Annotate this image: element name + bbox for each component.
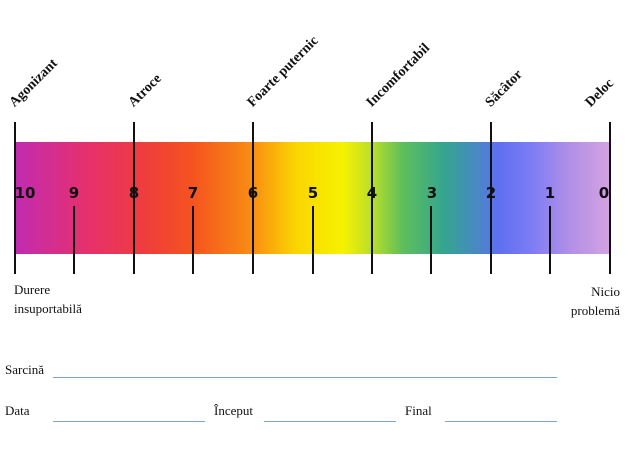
tick-2 [490, 122, 492, 274]
label-agonizing: Agonizant [6, 56, 61, 111]
label-uncomfortable: Incomfortabil [363, 40, 434, 111]
scale-number: 1 [544, 184, 556, 202]
end-field[interactable] [445, 421, 557, 422]
tick-3 [430, 206, 432, 274]
end-label: Final [405, 403, 432, 418]
tick-6 [252, 122, 254, 274]
date-label: Data [5, 403, 30, 418]
right-end-line-1: Nicio [591, 284, 620, 299]
left-end-line-2: insuportabilă [14, 301, 82, 316]
scale-number: 10 [14, 184, 36, 202]
scale-number: 2 [485, 184, 497, 202]
tick-7 [192, 206, 194, 274]
task-field[interactable] [53, 377, 557, 378]
label-atrocious: Atroce [125, 71, 165, 111]
scale-number: 6 [247, 184, 259, 202]
task-label: Sarcină [5, 362, 44, 377]
date-field[interactable] [53, 421, 205, 422]
tick-9 [73, 206, 75, 274]
start-label: Început [214, 403, 253, 418]
scale-number: 4 [366, 184, 378, 202]
right-end-label: Nicio problemă [560, 282, 620, 320]
start-field[interactable] [264, 421, 396, 422]
scale-number: 8 [128, 184, 140, 202]
tick-5 [312, 206, 314, 274]
scale-number: 9 [68, 184, 80, 202]
tick-1 [549, 206, 551, 274]
scale-number: 0 [598, 184, 610, 202]
label-very-strong: Foarte puternic [244, 33, 322, 111]
scale-number: 3 [426, 184, 438, 202]
left-end-line-1: Durere [14, 282, 51, 297]
tick-10 [14, 122, 16, 274]
left-end-label: Durere insuportabilă [14, 280, 82, 318]
scale-number: 7 [187, 184, 199, 202]
tick-8 [133, 122, 135, 274]
right-end-line-2: problemă [570, 303, 620, 318]
tick-4 [371, 122, 373, 274]
label-none: Deloc [582, 76, 617, 111]
scale-number: 5 [307, 184, 319, 202]
label-annoying: Săcâtor [482, 67, 526, 111]
tick-0 [609, 122, 611, 274]
